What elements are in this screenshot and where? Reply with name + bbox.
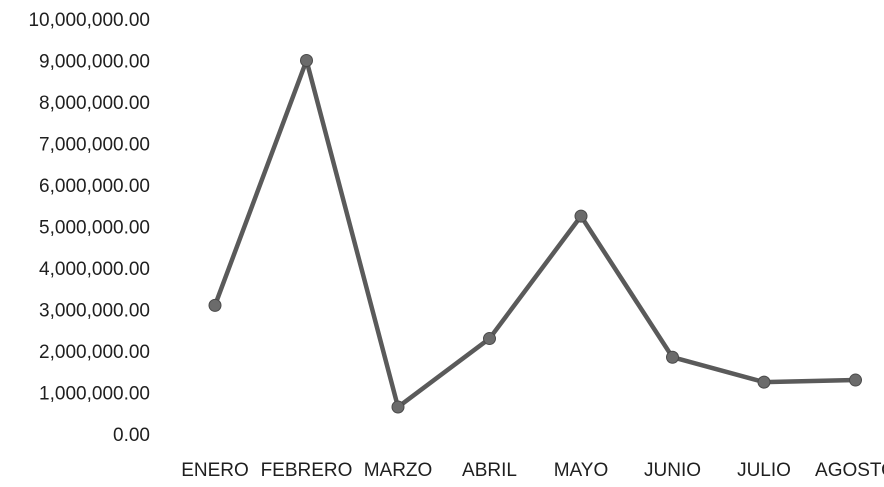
x-tick-label: MARZO (364, 460, 433, 481)
series-line (212, 58, 858, 410)
data-point-julio (757, 375, 771, 389)
data-point-mayo (574, 209, 588, 223)
data-point-enero (208, 298, 222, 312)
y-tick-label: 10,000,000.00 (28, 10, 150, 31)
data-point-febrero (300, 54, 313, 67)
data-point-marzo (391, 400, 405, 414)
y-tick-label: 9,000,000.00 (39, 52, 150, 73)
y-tick-label: 4,000,000.00 (39, 259, 150, 280)
data-point-junio (666, 350, 679, 364)
y-tick-label: 5,000,000.00 (39, 218, 150, 239)
x-tick-label: ENERO (181, 460, 249, 481)
y-tick-label: 2,000,000.00 (39, 342, 150, 363)
y-axis-tick-labels: 0.00 1,000,000.00 2,000,000.00 3,000,000.00… (28, 10, 150, 446)
x-tick-label: ABRIL (462, 460, 517, 481)
y-tick-label: 0.00 (113, 425, 150, 446)
y-tick-label: 1,000,000.00 (39, 384, 150, 405)
y-tick-label: 3,000,000.00 (39, 301, 150, 322)
data-point-abril (483, 332, 496, 346)
x-tick-label: FEBRERO (261, 460, 353, 481)
x-tick-label: AGOSTO (815, 460, 884, 481)
data-point-agosto (849, 373, 862, 387)
x-axis-tick-labels: ENERO FEBRERO MARZO ABRIL MAYO JUNIO JULIO AGOS… (181, 460, 884, 481)
x-tick-label: JUNIO (644, 460, 701, 481)
y-tick-label: 7,000,000.00 (39, 135, 150, 156)
y-tick-label: 8,000,000.00 (39, 93, 150, 114)
x-tick-label: JULIO (737, 460, 791, 481)
y-tick-label: 6,000,000.00 (39, 176, 150, 197)
x-tick-label: MAYO (554, 460, 609, 481)
series-layer (208, 54, 862, 414)
